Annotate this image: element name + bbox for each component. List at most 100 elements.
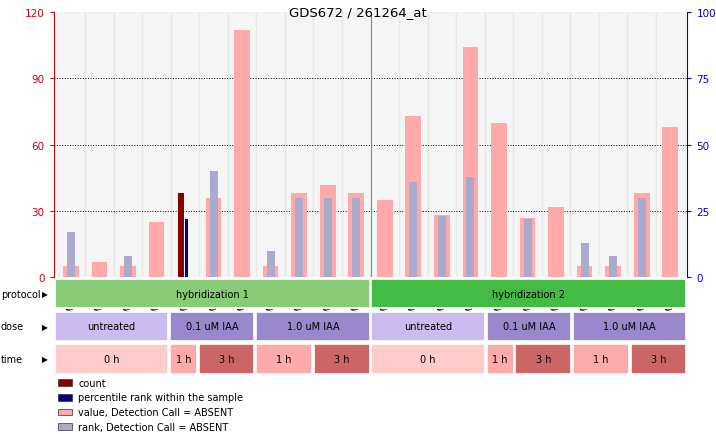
Bar [370,13,399,278]
Bar [67,233,74,278]
Bar [54,345,168,374]
Text: ▶: ▶ [42,289,48,299]
Bar [170,13,199,278]
Bar [523,220,531,278]
Bar [487,345,513,374]
Bar [427,13,456,278]
Text: rank, Detection Call = ABSENT: rank, Detection Call = ABSENT [79,422,228,432]
Text: GDS672 / 261264_at: GDS672 / 261264_at [289,7,427,20]
Text: 1 h: 1 h [276,354,292,364]
Text: protocol: protocol [1,289,40,299]
Text: time: time [1,354,23,364]
Bar [513,13,542,278]
Bar [573,345,629,374]
Text: 3 h: 3 h [219,354,234,364]
Bar [487,312,571,341]
Bar [372,312,485,341]
Bar [228,13,256,278]
Bar [54,312,168,341]
Text: ▶: ▶ [42,322,48,331]
Bar [599,13,627,278]
Bar [170,312,254,341]
Bar [92,262,107,278]
Bar [581,243,589,278]
Bar [120,267,136,278]
Bar [285,13,314,278]
Text: 0.1 uM IAA: 0.1 uM IAA [186,322,238,332]
Bar [520,218,536,278]
Bar [609,256,617,278]
Bar [63,267,79,278]
Bar [438,217,446,278]
Bar [149,223,164,278]
Bar [199,13,228,278]
Bar [266,251,275,278]
Bar [295,198,303,278]
Bar [324,198,332,278]
Text: 0.1 uM IAA: 0.1 uM IAA [503,322,555,332]
Bar [320,185,336,278]
Text: 1 h: 1 h [593,354,609,364]
Bar [85,13,114,278]
Text: 3 h: 3 h [536,354,551,364]
Bar [234,31,250,278]
Bar [372,345,485,374]
Text: 1.0 uM IAA: 1.0 uM IAA [604,322,656,332]
Bar [372,279,687,309]
Text: value, Detection Call = ABSENT: value, Detection Call = ABSENT [79,407,233,417]
Text: 0 h: 0 h [104,354,119,364]
Bar [314,13,342,278]
Bar [627,13,656,278]
Text: 1 h: 1 h [175,354,191,364]
Text: 0 h: 0 h [420,354,436,364]
Bar [114,13,142,278]
Bar [58,409,72,415]
Bar [573,312,687,341]
Bar [352,198,360,278]
Text: percentile rank within the sample: percentile rank within the sample [79,392,243,402]
Bar [410,182,417,278]
Bar [256,13,285,278]
Bar [656,13,684,278]
Bar [314,345,369,374]
Text: 1.0 uM IAA: 1.0 uM IAA [286,322,339,332]
Bar [178,194,184,278]
Bar [58,423,72,430]
Bar [185,220,188,278]
Text: untreated: untreated [404,322,453,332]
Text: count: count [79,378,106,388]
Bar [349,194,364,278]
Bar [377,201,392,278]
Bar [434,216,450,278]
Text: hybridization 2: hybridization 2 [493,289,566,299]
Text: dose: dose [1,322,24,332]
Bar [662,128,678,278]
Bar [124,256,132,278]
Text: hybridization 1: hybridization 1 [175,289,248,299]
Bar [291,194,307,278]
Bar [256,312,369,341]
Bar [634,194,649,278]
Bar [198,345,254,374]
Bar [605,267,621,278]
Bar [577,267,592,278]
Bar [485,13,513,278]
Bar [58,394,72,401]
Bar [256,345,312,374]
Bar [342,13,370,278]
Text: 3 h: 3 h [334,354,349,364]
Bar [205,198,221,278]
Bar [571,13,599,278]
Bar [263,267,279,278]
Text: ▶: ▶ [42,355,48,364]
Bar [170,345,197,374]
Bar [463,48,478,278]
Bar [631,345,687,374]
Bar [405,117,421,278]
Bar [54,279,369,309]
Bar [548,207,564,278]
Bar [638,198,646,278]
Text: untreated: untreated [87,322,135,332]
Bar [542,13,571,278]
Bar [399,13,427,278]
